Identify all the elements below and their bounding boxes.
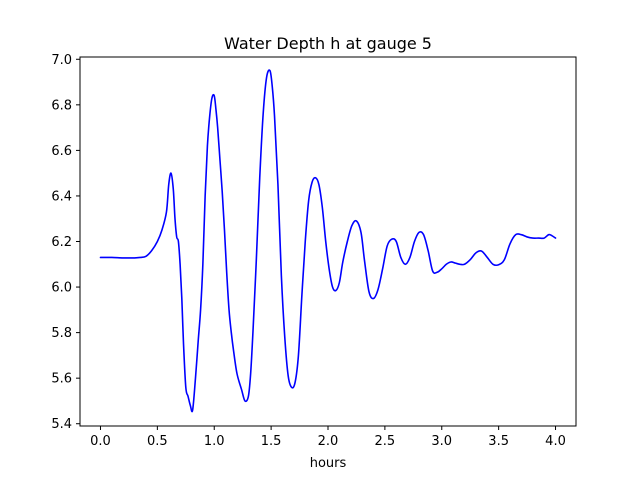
x-axis: 0.0 0.5 1.0 1.5 2.0 2.5 3.0 3.5 4.0 (90, 426, 566, 449)
x-tick-label: 1.0 (204, 434, 225, 449)
plot-area (79, 56, 577, 427)
x-tick-label: 3.5 (488, 434, 509, 449)
series-layer (99, 69, 557, 413)
x-tick-label: 2.0 (318, 434, 339, 449)
x-tick-label: 3.0 (431, 434, 452, 449)
chart-title: Water Depth h at gauge 5 (224, 34, 432, 53)
x-tick-label: 0.5 (147, 434, 168, 449)
x-axis-label: hours (310, 456, 347, 471)
y-tick-label: 7.0 (51, 53, 72, 68)
y-tick-label: 6.8 (51, 98, 72, 113)
x-tick-label: 4.0 (545, 434, 566, 449)
y-axis: 5.4 5.6 5.8 6.0 6.2 6.4 6.6 6.8 7.0 (51, 53, 80, 432)
y-tick-label: 5.4 (51, 417, 72, 432)
y-tick-label: 5.8 (51, 326, 72, 341)
y-tick-label: 6.0 (51, 281, 72, 296)
plot-background (80, 57, 576, 426)
y-tick-label: 6.4 (51, 189, 72, 204)
series-line-0 (99, 69, 557, 413)
y-tick-label: 6.6 (51, 144, 72, 159)
x-tick-label: 0.0 (90, 434, 111, 449)
y-tick-label: 6.2 (51, 235, 72, 250)
x-tick-label: 1.5 (261, 434, 282, 449)
y-tick-label: 5.6 (51, 372, 72, 387)
x-tick-label: 2.5 (375, 434, 396, 449)
